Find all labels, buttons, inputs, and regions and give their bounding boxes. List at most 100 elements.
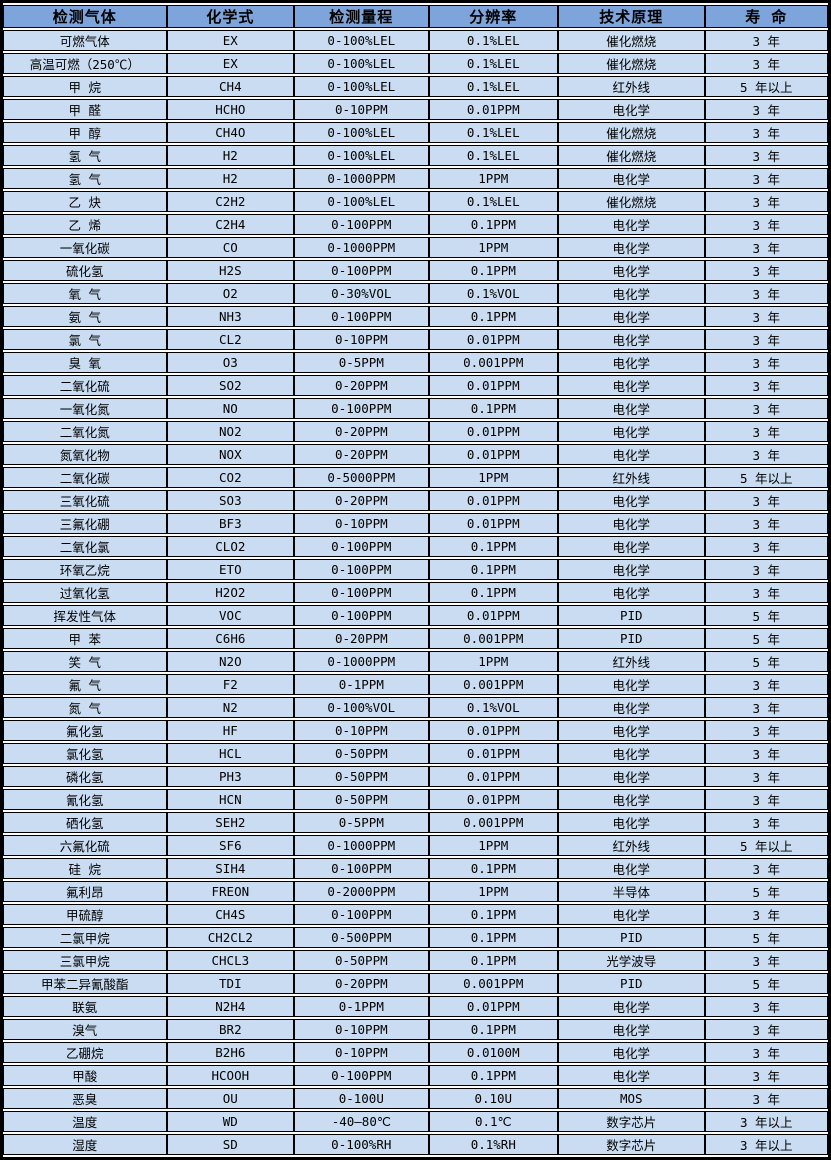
formula-cell: CH4O — [166, 122, 295, 143]
formula-cell: NOX — [166, 444, 295, 465]
table-row: 甲苯二异氰酸酯 TDI 0-20PPM 0.001PPM PID 5 年 — [3, 973, 828, 994]
table-row: 一氧化碳 CO 0-1000PPM 1PPM 电化学 3 年 — [3, 237, 828, 258]
range-cell: 0-100PPM — [294, 858, 429, 879]
table-row: 甲 醛 HCHO 0-10PPM 0.01PPM 电化学 3 年 — [3, 99, 828, 120]
range-cell: 0-100PPM — [294, 398, 429, 419]
lifespan-cell: 3 年 — [704, 145, 828, 166]
gas-name-cell: 氟利昂 — [3, 881, 167, 902]
formula-cell: TDI — [166, 973, 295, 994]
principle-cell: 电化学 — [558, 513, 705, 534]
formula-cell: EX — [166, 53, 295, 74]
lifespan-cell: 5 年以上 — [704, 835, 828, 856]
formula-cell: CH2CL2 — [166, 927, 295, 948]
resolution-cell: 0.1PPM — [428, 1019, 558, 1040]
resolution-cell: 0.01PPM — [428, 329, 558, 350]
gas-name-cell: 氮氧化物 — [3, 444, 167, 465]
lifespan-cell: 3 年 — [704, 1042, 828, 1063]
lifespan-cell: 3 年 — [704, 743, 828, 764]
lifespan-cell: 3 年 — [704, 421, 828, 442]
table-body: 可燃气体 EX 0-100%LEL 0.1%LEL 催化燃烧 3 年高温可燃（250℃） E… — [3, 30, 828, 1155]
lifespan-cell: 5 年以上 — [704, 467, 828, 488]
table-row: 乙 烯 C2H4 0-100PPM 0.1PPM 电化学 3 年 — [3, 214, 828, 235]
table-row: 环氧乙烷 ETO 0-100PPM 0.1PPM 电化学 3 年 — [3, 559, 828, 580]
formula-cell: C2H4 — [166, 214, 295, 235]
lifespan-cell: 5 年 — [704, 927, 828, 948]
gas-name-cell: 氰化氢 — [3, 789, 167, 810]
formula-cell: SF6 — [166, 835, 295, 856]
range-cell: 0-1000PPM — [294, 651, 429, 672]
resolution-cell: 0.001PPM — [428, 973, 558, 994]
header-row: 检测气体 化学式 检测量程 分辨率 技术原理寿 命 — [3, 5, 828, 28]
formula-cell: CLO2 — [166, 536, 295, 557]
principle-cell: 催化燃烧 — [558, 145, 705, 166]
lifespan-cell: 3 年 — [704, 766, 828, 787]
table-row: 联氨 N2H4 0-1PPM 0.01PPM 电化学 3 年 — [3, 996, 828, 1017]
gas-name-cell: 高温可燃（250℃） — [3, 53, 167, 74]
range-cell: 0-100%LEL — [294, 53, 429, 74]
lifespan-cell: 3 年 — [704, 283, 828, 304]
range-cell: 0-100PPM — [294, 582, 429, 603]
lifespan-cell: 3 年 — [704, 858, 828, 879]
lifespan-cell: 3 年 — [704, 697, 828, 718]
resolution-cell: 0.1%LEL — [428, 76, 558, 97]
table-row: 氧 气 O2 0-30%VOL 0.1%VOL 电化学 3 年 — [3, 283, 828, 304]
range-cell: 0-5000PPM — [294, 467, 429, 488]
range-cell: 0-100PPM — [294, 536, 429, 557]
formula-cell: SIH4 — [166, 858, 295, 879]
principle-cell: 催化燃烧 — [558, 53, 705, 74]
table-row: 过氧化氢 H2O2 0-100PPM 0.1PPM 电化学 3 年 — [3, 582, 828, 603]
formula-cell: O2 — [166, 283, 295, 304]
lifespan-cell: 3 年以上 — [704, 1111, 828, 1132]
gas-name-cell: 硅 烷 — [3, 858, 167, 879]
range-cell: 0-20PPM — [294, 375, 429, 396]
range-cell: 0-10PPM — [294, 329, 429, 350]
range-cell: 0-50PPM — [294, 950, 429, 971]
range-cell: 0-100%VOL — [294, 697, 429, 718]
table-row: 臭 氧 O3 0-5PPM 0.001PPM 电化学 3 年 — [3, 352, 828, 373]
table-row: 溴气 BR2 0-10PPM 0.1PPM 电化学 3 年 — [3, 1019, 828, 1040]
gas-name-cell: 二氧化碳 — [3, 467, 167, 488]
gas-name-cell: 氯 气 — [3, 329, 167, 350]
table-row: 乙硼烷 B2H6 0-10PPM 0.0100M 电化学 3 年 — [3, 1042, 828, 1063]
principle-cell: 半导体 — [558, 881, 705, 902]
table-row: 氮氧化物 NOX 0-20PPM 0.01PPM 电化学 3 年 — [3, 444, 828, 465]
lifespan-cell: 3 年 — [704, 444, 828, 465]
table-row: 氟利昂 FREON 0-2000PPM 1PPM 半导体 5 年 — [3, 881, 828, 902]
principle-cell: 催化燃烧 — [558, 122, 705, 143]
resolution-cell: 1PPM — [428, 881, 558, 902]
principle-cell: 电化学 — [558, 559, 705, 580]
lifespan-cell: 3 年 — [704, 214, 828, 235]
table-row: 湿度 SD 0-100%RH 0.1%RH 数字芯片 3 年以上 — [3, 1134, 828, 1155]
principle-cell: 电化学 — [558, 720, 705, 741]
formula-cell: HCL — [166, 743, 295, 764]
resolution-cell: 0.10U — [428, 1088, 558, 1109]
formula-cell: HCOOH — [166, 1065, 295, 1086]
lifespan-cell: 3 年 — [704, 1019, 828, 1040]
lifespan-cell: 5 年 — [704, 605, 828, 626]
principle-cell: 电化学 — [558, 1042, 705, 1063]
formula-cell: C6H6 — [166, 628, 295, 649]
resolution-cell: 0.001PPM — [428, 674, 558, 695]
gas-name-cell: 乙硼烷 — [3, 1042, 167, 1063]
formula-cell: CH4 — [166, 76, 295, 97]
gas-name-cell: 氟 气 — [3, 674, 167, 695]
formula-cell: NO — [166, 398, 295, 419]
lifespan-cell: 3 年以上 — [704, 1134, 828, 1155]
gas-name-cell: 过氧化氢 — [3, 582, 167, 603]
formula-cell: N2 — [166, 697, 295, 718]
lifespan-cell: 3 年 — [704, 536, 828, 557]
principle-cell: 电化学 — [558, 237, 705, 258]
gas-name-cell: 环氧乙烷 — [3, 559, 167, 580]
principle-cell: 电化学 — [558, 490, 705, 511]
gas-name-cell: 恶臭 — [3, 1088, 167, 1109]
principle-cell: 电化学 — [558, 214, 705, 235]
table-row: 六氟化硫 SF6 0-1000PPM 1PPM 红外线 5 年以上 — [3, 835, 828, 856]
principle-cell: 电化学 — [558, 444, 705, 465]
principle-cell: 电化学 — [558, 1019, 705, 1040]
formula-cell: B2H6 — [166, 1042, 295, 1063]
principle-cell: 电化学 — [558, 766, 705, 787]
formula-cell: HCN — [166, 789, 295, 810]
table-row: 可燃气体 EX 0-100%LEL 0.1%LEL 催化燃烧 3 年 — [3, 30, 828, 51]
resolution-cell: 0.01PPM — [428, 375, 558, 396]
gas-name-cell: 一氧化碳 — [3, 237, 167, 258]
